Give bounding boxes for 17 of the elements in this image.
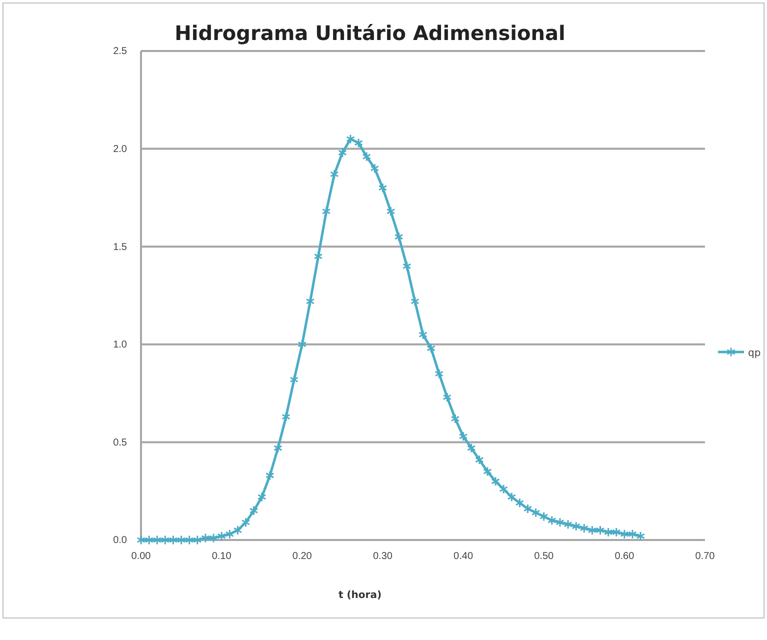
x-tick-label: 0.00 — [131, 551, 152, 562]
legend-label: qp — [748, 348, 761, 359]
x-tick-label: 0.20 — [292, 551, 312, 562]
y-tick-label: 1.5 — [113, 242, 128, 253]
y-tick-label: 2.0 — [113, 144, 128, 155]
y-tick-label: 2.5 — [113, 46, 128, 58]
x-tick-label: 0.30 — [372, 551, 393, 562]
y-tick-label: 0.5 — [113, 437, 128, 448]
x-tick-label: 0.10 — [212, 551, 232, 562]
y-tick-label: 0.0 — [113, 535, 128, 546]
x-tick-label: 0.60 — [614, 551, 635, 562]
x-tick-label: 0.70 — [695, 551, 716, 562]
x-tick-label: 0.50 — [534, 551, 554, 562]
y-tick-label: 1.0 — [113, 340, 128, 351]
chart-title: Hidrograma Unitário Adimensional — [174, 21, 566, 45]
x-axis-title: t (hora) — [338, 590, 382, 601]
x-tick-label: 0.40 — [454, 551, 474, 562]
